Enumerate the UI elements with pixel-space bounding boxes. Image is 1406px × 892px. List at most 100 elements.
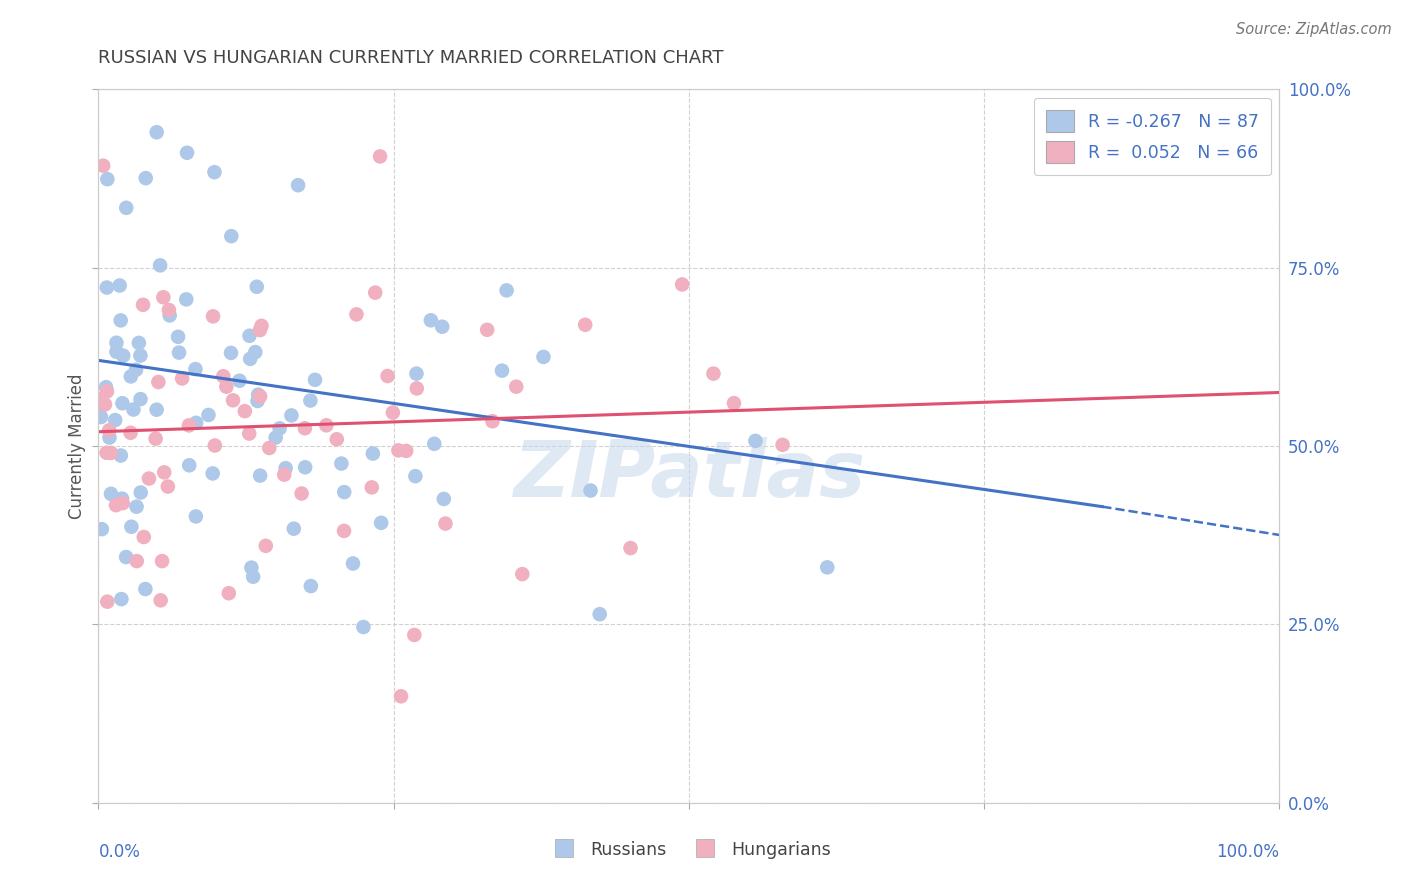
Point [533,350,555,364]
Point [330,457,353,471]
Point [326,432,349,446]
Point [491,363,513,377]
Point [702,367,724,381]
Point [419,313,441,327]
Point [815,560,838,574]
Point [671,277,693,292]
Point [228,374,250,388]
Point [240,560,263,574]
Point [333,485,356,500]
Point [89,399,111,413]
Point [495,284,517,298]
Point [135,171,157,186]
Point [100,487,122,501]
Point [404,628,426,642]
Point [254,539,277,553]
Point [315,418,337,433]
Point [433,491,456,506]
Point [273,467,295,482]
Point [120,425,142,440]
Point [352,620,374,634]
Point [90,410,112,425]
Point [125,554,148,568]
Point [218,586,240,600]
Point [150,554,173,568]
Point [364,285,387,300]
Point [291,486,314,500]
Point [245,345,267,359]
Point [149,258,172,272]
Point [405,381,427,395]
Point [98,423,121,437]
Point [772,438,794,452]
Point [94,380,117,394]
Point [423,437,446,451]
Point [125,362,148,376]
Point [91,159,114,173]
Point [619,541,641,555]
Point [294,460,316,475]
Point [299,579,322,593]
Point [264,431,287,445]
Point [120,520,142,534]
Point [574,318,596,332]
Point [389,690,412,704]
Point [152,290,174,304]
Point [184,509,207,524]
Point [242,570,264,584]
Point [129,349,152,363]
Point [204,438,226,452]
Point [505,379,527,393]
Point [249,323,271,337]
Point [96,172,118,186]
Point [221,229,243,244]
Point [589,607,612,622]
Point [249,468,271,483]
Point [404,469,426,483]
Point [361,447,384,461]
Point [96,595,118,609]
Point [579,483,602,498]
Point [212,369,235,384]
Point [122,402,145,417]
Point [294,421,316,435]
Point [177,418,200,433]
Point [333,524,356,538]
Point [96,446,118,460]
Point [157,303,180,318]
Text: ZIPatlas: ZIPatlas [513,436,865,513]
Point [219,346,242,360]
Text: 100.0%: 100.0% [1216,843,1279,861]
Point [274,461,297,475]
Point [238,328,260,343]
Point [138,471,160,485]
Point [250,318,273,333]
Point [215,379,238,393]
Point [148,375,170,389]
Point [96,384,118,399]
Point [129,392,152,406]
Point [111,491,134,506]
Point [246,394,269,409]
Point [149,593,172,607]
Point [174,293,197,307]
Point [167,330,190,344]
Point [723,396,745,410]
Point [481,414,503,428]
Point [744,434,766,448]
Point [202,310,225,324]
Point [120,369,142,384]
Point [132,298,155,312]
Point [128,335,150,350]
Point [111,396,134,410]
Point [184,416,207,430]
Point [89,392,111,407]
Point [370,516,392,530]
Point [94,397,117,411]
Point [145,125,167,139]
Point [342,557,364,571]
Point [112,349,135,363]
Point [299,393,322,408]
Point [179,458,201,473]
Point [283,522,305,536]
